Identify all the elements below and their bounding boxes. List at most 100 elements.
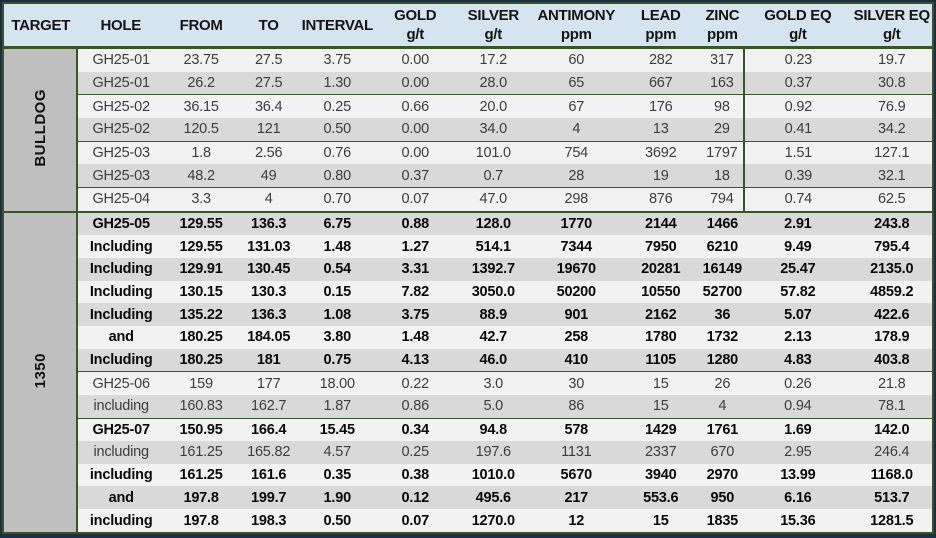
table-row: GH25-01 26.2 27.5 1.30 0.00 28.0 65 667 163 0.37 3… bbox=[3, 71, 933, 95]
table-row: Including 180.25 181 0.75 4.13 46.0 410 1105 128… bbox=[3, 348, 933, 372]
cell-hole: GH25-02 bbox=[77, 118, 164, 142]
cell-interval: 0.75 bbox=[298, 348, 376, 372]
cell-antimony: 5670 bbox=[531, 463, 621, 487]
cell-zinc: 36 bbox=[700, 303, 745, 326]
table-row: and 180.25 184.05 3.80 1.48 42.7 258 1780 1732 2.… bbox=[3, 325, 933, 349]
cell-silver: 101.0 bbox=[455, 140, 532, 165]
target-label: BULLDOG bbox=[31, 88, 49, 167]
cell-gold-eq: 0.23 bbox=[743, 47, 852, 72]
cell-gold: 0.00 bbox=[375, 71, 455, 95]
cell-to: 165.82 bbox=[238, 441, 299, 464]
cell-lead: 7950 bbox=[620, 235, 701, 258]
cell-silver: 495.6 bbox=[455, 486, 532, 510]
cell-antimony: 86 bbox=[531, 394, 621, 418]
cell-zinc: 16149 bbox=[700, 257, 745, 281]
cell-gold-eq: 2.13 bbox=[744, 325, 852, 349]
cell-interval: 0.25 bbox=[298, 94, 376, 118]
table-row: GH25-02 120.5 121 0.50 0.00 34.0 4 13 29 0.41 34.2 bbox=[3, 118, 933, 142]
cell-silver: 88.9 bbox=[455, 303, 532, 326]
cell-gold: 1.27 bbox=[375, 235, 455, 258]
cell-from: 160.83 bbox=[163, 394, 239, 418]
cell-to: 130.45 bbox=[238, 257, 299, 281]
column-unit: ppm bbox=[706, 26, 738, 43]
cell-gold: 3.75 bbox=[375, 303, 455, 326]
cell-hole: including bbox=[77, 394, 164, 418]
cell-gold-eq: 2.91 bbox=[744, 210, 852, 236]
cell-antimony: 65 bbox=[531, 71, 621, 95]
cell-to: 49 bbox=[238, 164, 299, 188]
cell-gold: 3.31 bbox=[375, 257, 455, 281]
cell-gold: 0.86 bbox=[375, 394, 455, 418]
cell-to: 130.3 bbox=[238, 280, 299, 304]
column-label: LEAD bbox=[640, 7, 681, 24]
cell-gold-eq: 0.92 bbox=[743, 94, 852, 118]
cell-to: 121 bbox=[238, 118, 299, 142]
column-unit: g/t bbox=[789, 26, 807, 43]
cell-from: 129.55 bbox=[163, 235, 239, 258]
cell-to: 177 bbox=[238, 371, 299, 395]
cell-silver-eq: 513.7 bbox=[851, 486, 933, 510]
cell-lead: 1105 bbox=[620, 348, 701, 372]
cell-silver-eq: 795.4 bbox=[851, 235, 933, 258]
cell-from: 1.8 bbox=[163, 140, 239, 165]
cell-silver-eq: 403.8 bbox=[851, 348, 933, 372]
table-row: Including 135.22 136.3 1.08 3.75 88.9 901 2162 3… bbox=[3, 303, 933, 326]
cell-silver-eq: 62.5 bbox=[851, 186, 933, 212]
cell-silver-eq: 127.1 bbox=[851, 140, 933, 165]
cell-to: 161.6 bbox=[238, 463, 299, 487]
table-row: including 160.83 162.7 1.87 0.86 5.0 86 15 4 0.94… bbox=[3, 394, 933, 418]
cell-gold: 0.07 bbox=[375, 186, 455, 212]
cell-silver: 3.0 bbox=[455, 371, 532, 395]
cell-hole: GH25-02 bbox=[77, 94, 164, 118]
cell-lead: 2144 bbox=[620, 210, 701, 236]
cell-from: 150.95 bbox=[163, 417, 239, 442]
cell-lead: 15 bbox=[620, 509, 701, 533]
table-row: GH25-04 3.3 4 0.70 0.07 47.0 298 876 794 0.74 62.5 bbox=[3, 186, 933, 212]
cell-antimony: 19670 bbox=[531, 257, 621, 281]
table-header: TARGET HOLE FROM TO INTERVAL GOLD g/t SILVER g/t… bbox=[3, 3, 933, 49]
table-row: GH25-03 1.8 2.56 0.76 0.00 101.0 754 3692 1797 1.… bbox=[3, 140, 933, 165]
cell-to: 166.4 bbox=[238, 417, 299, 442]
cell-lead: 20281 bbox=[620, 257, 701, 281]
cell-lead: 553.6 bbox=[620, 486, 701, 510]
table-row: Including 129.55 131.03 1.48 1.27 514.1 7344 79… bbox=[3, 235, 933, 258]
cell-interval: 0.15 bbox=[298, 280, 376, 304]
cell-zinc: 29 bbox=[700, 118, 745, 142]
cell-interval: 0.54 bbox=[298, 257, 376, 281]
cell-gold: 1.48 bbox=[375, 325, 455, 349]
column-unit: g/t bbox=[406, 26, 425, 43]
cell-hole: and bbox=[77, 486, 164, 510]
cell-silver: 1010.0 bbox=[455, 463, 532, 487]
cell-hole: GH25-01 bbox=[77, 71, 164, 95]
cell-silver: 34.0 bbox=[455, 118, 532, 142]
cell-hole: Including bbox=[77, 303, 164, 326]
cell-hole: GH25-07 bbox=[77, 417, 164, 442]
cell-lead: 3940 bbox=[620, 463, 701, 487]
header-row: TARGET HOLE FROM TO INTERVAL GOLD g/t SILVER g/t… bbox=[3, 3, 933, 49]
cell-gold-eq: 6.16 bbox=[744, 486, 852, 510]
cell-gold: 7.82 bbox=[375, 280, 455, 304]
table-row: 1350 GH25-05 129.55 136.3 6.75 0.88 128.0 1770 2… bbox=[3, 210, 933, 533]
cell-interval: 6.75 bbox=[298, 210, 376, 236]
cell-lead: 2162 bbox=[620, 303, 701, 326]
cell-hole: Including bbox=[77, 257, 164, 281]
cell-from: 129.91 bbox=[163, 257, 239, 281]
cell-antimony: 410 bbox=[531, 348, 621, 372]
cell-silver-eq: 78.1 bbox=[851, 394, 933, 418]
cell-to: 162.7 bbox=[238, 394, 299, 418]
cell-hole: Including bbox=[77, 235, 164, 258]
cell-zinc: 1732 bbox=[700, 325, 745, 349]
column-unit: ppm bbox=[560, 26, 592, 43]
cell-interval: 1.30 bbox=[298, 71, 376, 95]
table-row: GH25-03 48.2 49 0.80 0.37 0.7 28 19 18 0.39 32.1 bbox=[3, 164, 933, 188]
cell-antimony: 1770 bbox=[531, 210, 621, 236]
column-header-from: FROM bbox=[163, 3, 239, 49]
cell-hole: GH25-06 bbox=[77, 371, 164, 395]
cell-hole: GH25-03 bbox=[77, 140, 164, 165]
cell-lead: 1780 bbox=[620, 325, 701, 349]
cell-gold-eq: 0.39 bbox=[743, 164, 852, 188]
cell-antimony: 217 bbox=[531, 486, 621, 510]
column-header-hole: HOLE bbox=[77, 3, 164, 49]
cell-silver-eq: 142.0 bbox=[851, 417, 933, 442]
cell-silver-eq: 34.2 bbox=[851, 118, 933, 142]
